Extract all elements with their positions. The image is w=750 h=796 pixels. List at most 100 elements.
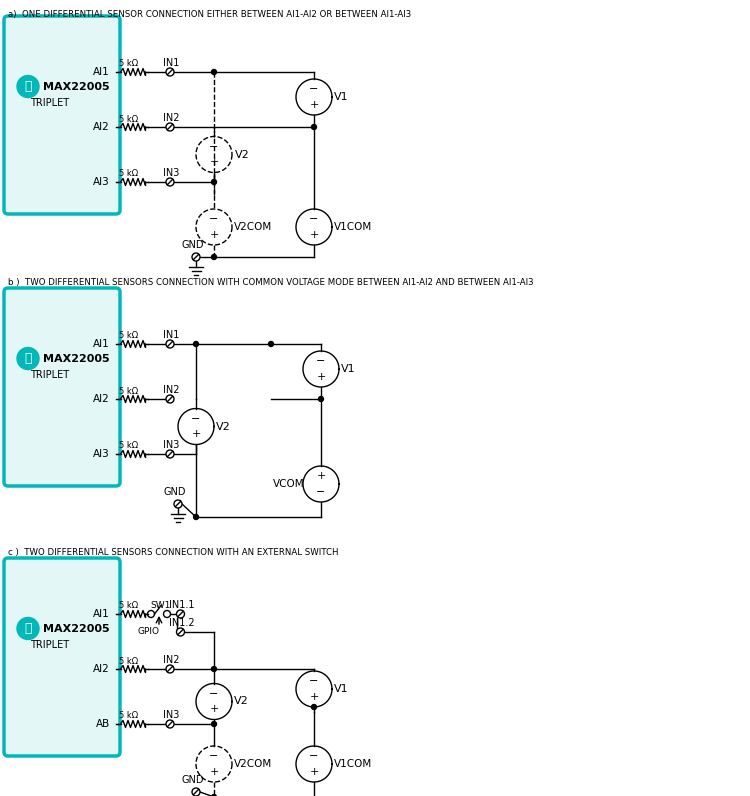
Text: V2COM: V2COM [234, 759, 272, 769]
Text: V2: V2 [235, 150, 250, 159]
Text: −: − [316, 486, 326, 497]
Circle shape [211, 255, 217, 259]
Text: −: − [309, 751, 319, 762]
Circle shape [166, 178, 174, 186]
Text: VCOM: VCOM [273, 479, 304, 489]
Text: V1: V1 [334, 92, 349, 102]
FancyBboxPatch shape [4, 558, 120, 756]
Circle shape [311, 704, 316, 709]
Text: Ⓜ: Ⓜ [24, 80, 32, 93]
Text: MAX22005: MAX22005 [43, 353, 110, 364]
Text: +: + [191, 429, 201, 439]
Text: V1COM: V1COM [334, 222, 372, 232]
Circle shape [166, 450, 174, 458]
Text: 5 kΩ: 5 kΩ [119, 602, 138, 611]
Text: IN3: IN3 [163, 710, 179, 720]
Text: GND: GND [182, 775, 205, 785]
Text: −: − [316, 357, 326, 366]
Text: AI2: AI2 [93, 122, 110, 132]
Circle shape [211, 666, 217, 672]
Circle shape [176, 628, 184, 636]
Text: AI1: AI1 [93, 609, 110, 619]
Text: −: − [309, 84, 319, 95]
Text: +: + [309, 229, 319, 240]
Circle shape [166, 720, 174, 728]
Circle shape [211, 69, 217, 75]
Circle shape [268, 341, 274, 346]
Text: Ⓜ: Ⓜ [24, 352, 32, 365]
Text: b )  TWO DIFFERENTIAL SENSORS CONNECTION WITH COMMON VOLTAGE MODE BETWEEN AI1-AI: b ) TWO DIFFERENTIAL SENSORS CONNECTION … [8, 278, 534, 287]
Circle shape [211, 721, 217, 727]
Circle shape [192, 253, 200, 261]
Circle shape [17, 348, 39, 369]
Text: a)  ONE DIFFERENTIAL SENSOR CONNECTION EITHER BETWEEN AI1-AI2 OR BETWEEN AI1-AI3: a) ONE DIFFERENTIAL SENSOR CONNECTION EI… [8, 10, 411, 19]
Circle shape [176, 610, 184, 618]
Text: IN2: IN2 [163, 385, 179, 395]
Text: TRIPLET: TRIPLET [30, 639, 69, 650]
Text: V1: V1 [341, 364, 356, 374]
Text: GPIO: GPIO [137, 627, 159, 637]
Text: AI2: AI2 [93, 664, 110, 674]
Text: AI3: AI3 [93, 177, 110, 187]
Text: Ⓜ: Ⓜ [24, 622, 32, 635]
Circle shape [192, 788, 200, 796]
Text: AI3: AI3 [93, 449, 110, 459]
Text: +: + [209, 229, 219, 240]
Circle shape [166, 395, 174, 403]
Text: +: + [309, 100, 319, 110]
Text: 5 kΩ: 5 kΩ [119, 657, 138, 665]
FancyBboxPatch shape [4, 288, 120, 486]
Text: TRIPLET: TRIPLET [30, 369, 69, 380]
Text: IN1.1: IN1.1 [169, 600, 194, 610]
Circle shape [194, 514, 199, 520]
Text: −: − [209, 689, 219, 699]
Text: −: − [191, 414, 201, 424]
Text: AI2: AI2 [93, 394, 110, 404]
Text: AI1: AI1 [93, 67, 110, 77]
Circle shape [319, 396, 323, 401]
Text: −: − [209, 751, 219, 762]
Circle shape [211, 180, 217, 185]
Text: V1: V1 [334, 684, 349, 694]
Text: 5 kΩ: 5 kΩ [119, 712, 138, 720]
Text: +: + [316, 471, 326, 482]
Text: GND: GND [182, 240, 205, 250]
Text: AB: AB [96, 719, 110, 729]
Text: c )  TWO DIFFERENTIAL SENSORS CONNECTION WITH AN EXTERNAL SWITCH: c ) TWO DIFFERENTIAL SENSORS CONNECTION … [8, 548, 338, 557]
Text: 5 kΩ: 5 kΩ [119, 60, 138, 68]
Circle shape [194, 341, 199, 346]
Circle shape [311, 124, 316, 130]
Text: 5 kΩ: 5 kΩ [119, 331, 138, 341]
Text: V2: V2 [216, 422, 231, 431]
Circle shape [17, 76, 39, 97]
Text: IN1.2: IN1.2 [169, 618, 194, 628]
Text: SW1: SW1 [150, 600, 170, 610]
Circle shape [166, 123, 174, 131]
Text: 5 kΩ: 5 kΩ [119, 442, 138, 451]
Text: +: + [316, 372, 326, 381]
Circle shape [174, 500, 182, 508]
Circle shape [211, 794, 217, 796]
Text: MAX22005: MAX22005 [43, 623, 110, 634]
Text: IN1: IN1 [163, 58, 179, 68]
Circle shape [17, 618, 39, 639]
FancyBboxPatch shape [4, 16, 120, 214]
Text: −: − [309, 214, 319, 224]
Text: V1COM: V1COM [334, 759, 372, 769]
Text: −: − [209, 214, 219, 224]
Text: +: + [309, 767, 319, 777]
Text: AI1: AI1 [93, 339, 110, 349]
Text: IN3: IN3 [163, 168, 179, 178]
Text: +: + [209, 704, 219, 714]
Text: V2COM: V2COM [234, 222, 272, 232]
Text: +: + [209, 157, 219, 167]
Text: GND: GND [164, 487, 187, 497]
Text: IN2: IN2 [163, 655, 179, 665]
Text: TRIPLET: TRIPLET [30, 97, 69, 107]
Text: IN1: IN1 [163, 330, 179, 340]
Text: +: + [209, 767, 219, 777]
Text: V2: V2 [234, 696, 249, 707]
Text: IN3: IN3 [163, 440, 179, 450]
Text: 5 kΩ: 5 kΩ [119, 170, 138, 178]
Circle shape [166, 340, 174, 348]
